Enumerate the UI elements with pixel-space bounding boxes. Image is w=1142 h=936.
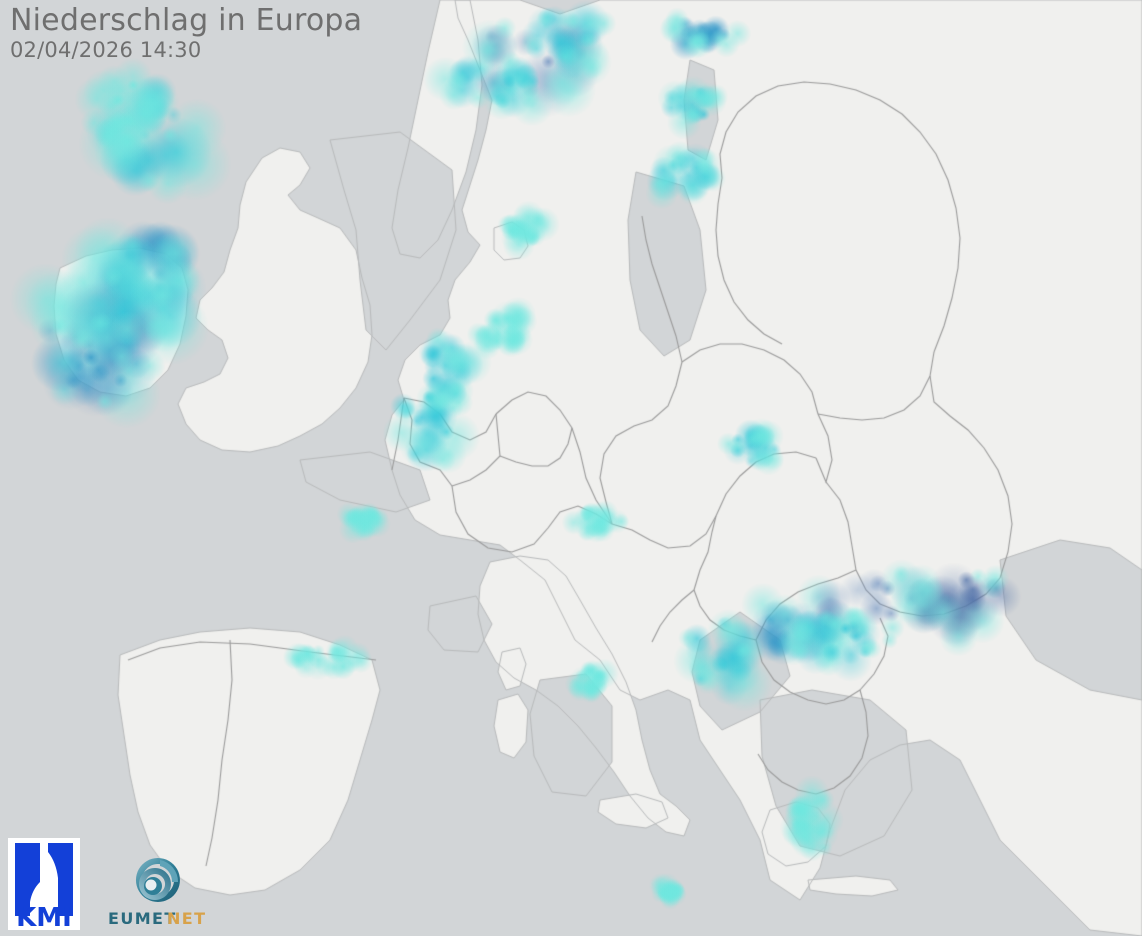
kmi-logo[interactable]: KMI	[8, 838, 80, 930]
eumetnet-logo-text-primary: EUMET	[108, 909, 177, 928]
eumetnet-swirl-icon	[135, 858, 180, 902]
eumetnet-logo[interactable]: EUMET NET	[106, 854, 210, 930]
eumetnet-logo-text-secondary: NET	[167, 909, 206, 928]
logo-bar: KMI EUMET NET	[8, 838, 210, 930]
kmi-mark-icon	[15, 843, 73, 916]
kmi-logo-text: KMI	[16, 903, 72, 930]
